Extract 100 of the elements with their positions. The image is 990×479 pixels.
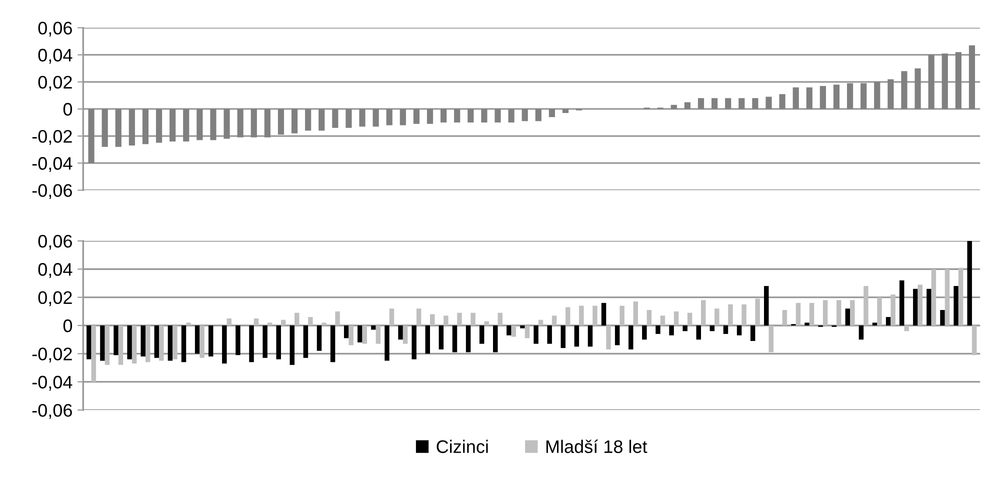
y-tick-label: -0,04 xyxy=(32,376,72,391)
legend-label: Cizinci xyxy=(436,440,488,454)
bar xyxy=(669,325,674,336)
bar xyxy=(389,308,394,326)
bar xyxy=(291,108,298,134)
bar xyxy=(132,325,137,364)
bar xyxy=(280,320,286,326)
bar xyxy=(804,322,810,326)
bar xyxy=(426,108,434,124)
bar xyxy=(806,87,812,109)
y-tick-label: 0 xyxy=(63,102,72,116)
bar xyxy=(656,325,660,334)
bar xyxy=(348,325,354,346)
bar xyxy=(520,325,525,328)
bar xyxy=(88,108,94,164)
bar xyxy=(547,325,552,344)
bar xyxy=(254,318,259,326)
bar xyxy=(142,108,149,144)
bar xyxy=(468,108,474,123)
y-tick-label: -0,02 xyxy=(32,348,72,363)
bar xyxy=(548,108,555,118)
bar xyxy=(738,98,745,109)
bar xyxy=(91,325,96,382)
bar xyxy=(566,307,570,326)
bar xyxy=(872,322,878,326)
bar xyxy=(470,312,476,326)
bar xyxy=(102,108,108,147)
bar xyxy=(711,98,718,109)
y-tick-label: -0,06 xyxy=(32,184,72,200)
bar xyxy=(412,325,416,360)
bar xyxy=(914,68,921,109)
bar xyxy=(200,325,204,358)
bar xyxy=(224,108,230,139)
bar xyxy=(888,79,894,109)
bar xyxy=(752,98,758,109)
bar xyxy=(796,302,801,326)
bar xyxy=(276,325,281,360)
bar xyxy=(444,316,448,326)
bar xyxy=(579,306,584,326)
bar xyxy=(400,108,406,126)
bar xyxy=(874,82,880,109)
bar xyxy=(210,108,216,140)
bar xyxy=(128,108,135,146)
bar xyxy=(524,325,530,338)
bar xyxy=(700,300,706,326)
bar xyxy=(850,300,855,326)
bar xyxy=(822,300,828,326)
bar xyxy=(728,304,733,326)
bar xyxy=(358,325,362,342)
y-tick-label: -0,06 xyxy=(32,404,72,419)
bar xyxy=(560,325,566,348)
y-tick-label: 0,06 xyxy=(38,22,72,37)
y-tick-label: 0,04 xyxy=(38,48,72,64)
bar xyxy=(522,108,528,122)
bar xyxy=(438,325,444,350)
bar xyxy=(452,325,458,352)
bar xyxy=(384,325,390,361)
bar xyxy=(498,312,502,326)
bar xyxy=(534,325,538,344)
bar xyxy=(330,325,336,362)
bar xyxy=(294,312,300,326)
bar xyxy=(264,108,270,138)
bar xyxy=(614,325,620,346)
bar xyxy=(154,325,160,358)
bar xyxy=(362,325,368,344)
bar xyxy=(208,325,214,356)
bar xyxy=(303,325,308,358)
bar xyxy=(344,325,349,338)
bar xyxy=(782,310,788,326)
bar xyxy=(118,325,124,365)
bar xyxy=(196,108,203,140)
bar xyxy=(890,294,896,326)
bar xyxy=(222,325,227,364)
bar xyxy=(723,325,728,334)
bar xyxy=(562,108,569,114)
bar xyxy=(968,45,976,109)
bar xyxy=(481,108,488,123)
bar xyxy=(764,286,769,326)
bar xyxy=(833,84,840,109)
bar xyxy=(845,308,850,326)
bar xyxy=(194,325,200,354)
bar xyxy=(687,312,692,326)
bar xyxy=(308,317,313,326)
bar xyxy=(886,317,891,326)
bar xyxy=(926,288,932,326)
bar xyxy=(592,306,598,326)
bar xyxy=(104,325,110,365)
bar xyxy=(172,325,178,360)
bar xyxy=(278,108,284,135)
bar xyxy=(316,325,322,351)
bar xyxy=(792,87,799,109)
bar xyxy=(620,306,624,326)
bar xyxy=(628,325,634,350)
bar xyxy=(290,325,295,365)
bar xyxy=(322,322,326,326)
bar xyxy=(386,108,392,126)
bar xyxy=(305,108,312,131)
bar xyxy=(466,325,471,352)
bar xyxy=(249,325,254,362)
bar xyxy=(86,325,92,360)
